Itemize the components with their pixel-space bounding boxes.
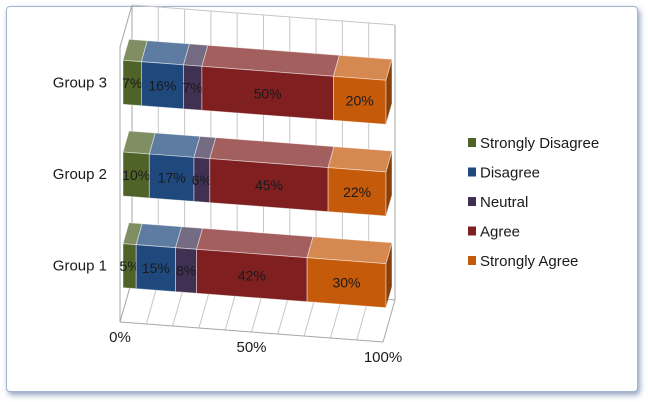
data-label: 7% bbox=[122, 75, 142, 91]
wall-top-edge bbox=[131, 4, 396, 26]
legend-swatch bbox=[468, 256, 476, 265]
legend-swatch bbox=[468, 226, 476, 236]
segment-end-face bbox=[385, 150, 393, 217]
segment-top-face bbox=[140, 40, 191, 66]
bar-segment: 45% bbox=[209, 137, 335, 213]
data-label: 20% bbox=[346, 92, 374, 108]
data-label: 17% bbox=[158, 170, 186, 186]
side-wall-top-edge bbox=[119, 4, 133, 48]
bars-layer: 7% 16% 7% 50% 20% 10% 17% 6% 45% 22% 5% 15% 8% 42% 30% bbox=[119, 38, 393, 309]
data-label: 15% bbox=[142, 260, 170, 276]
bar-group-2: 10% 17% 6% 45% 22% bbox=[122, 130, 393, 217]
data-label: 22% bbox=[343, 184, 371, 200]
legend-swatch bbox=[468, 138, 476, 147]
data-label: 5% bbox=[119, 258, 139, 274]
legend-item: Neutral bbox=[468, 194, 528, 211]
legend-label: Agree bbox=[480, 224, 520, 241]
legend-label: Strongly Agree bbox=[480, 253, 578, 270]
bar-segment: 20% bbox=[332, 54, 393, 125]
x-tick-label: 0% bbox=[109, 329, 131, 346]
category-label: Group 1 bbox=[53, 258, 107, 275]
data-label: 42% bbox=[238, 268, 266, 284]
bar-segment: 6% bbox=[192, 135, 217, 204]
legend-swatch bbox=[468, 197, 476, 206]
category-label: Group 2 bbox=[53, 166, 107, 183]
floor-front-edge bbox=[119, 321, 384, 343]
bar-segment: 7% bbox=[183, 43, 209, 111]
bar-group-3: 7% 16% 7% 50% 20% bbox=[122, 38, 393, 125]
segment-end-face bbox=[385, 242, 393, 308]
data-label: 7% bbox=[183, 80, 203, 96]
segment-top-face bbox=[148, 132, 201, 158]
data-label: 8% bbox=[176, 263, 196, 279]
segment-end-face bbox=[385, 59, 393, 125]
data-label: 6% bbox=[192, 172, 212, 188]
x-tick-label: 100% bbox=[364, 349, 402, 366]
legend-item: Strongly Disagree bbox=[468, 135, 599, 152]
bar-segment: 15% bbox=[135, 223, 183, 293]
data-label: 16% bbox=[148, 77, 176, 93]
floor-gridline bbox=[382, 299, 396, 343]
legend-label: Neutral bbox=[480, 194, 528, 211]
category-labels: Group 3 Group 2 Group 1 bbox=[53, 74, 107, 274]
bar-segment: 17% bbox=[148, 132, 201, 202]
data-label: 10% bbox=[122, 167, 150, 183]
legend-label: Disagree bbox=[480, 165, 540, 182]
legend-item: Strongly Agree bbox=[468, 253, 578, 270]
category-label: Group 3 bbox=[53, 74, 107, 91]
legend-item: Disagree bbox=[468, 165, 540, 182]
data-label: 45% bbox=[255, 177, 283, 193]
bar-segment: 22% bbox=[327, 146, 393, 217]
legend-swatch bbox=[468, 167, 476, 177]
bar-segment: 16% bbox=[140, 40, 191, 110]
segment-top-face bbox=[135, 223, 183, 249]
x-tick-label: 50% bbox=[236, 339, 266, 356]
data-label: 50% bbox=[254, 85, 282, 101]
x-tick-labels: 0% 50% 100% bbox=[109, 329, 402, 366]
bar-segment: 50% bbox=[201, 44, 340, 121]
bar-segment: 5% bbox=[119, 222, 143, 290]
legend-label: Strongly Disagree bbox=[480, 135, 599, 152]
bar-segment: 7% bbox=[122, 38, 148, 107]
bar-segment: 30% bbox=[306, 236, 393, 309]
bar-group-1: 5% 15% 8% 42% 30% bbox=[119, 222, 393, 309]
bar-segment: 42% bbox=[196, 227, 314, 303]
legend-item: Agree bbox=[468, 224, 520, 241]
data-label: 30% bbox=[332, 275, 360, 291]
segment-top-face bbox=[332, 54, 393, 81]
bar-segment: 10% bbox=[122, 130, 156, 199]
legend: Strongly Disagree Disagree Neutral Agree Str… bbox=[468, 135, 599, 270]
